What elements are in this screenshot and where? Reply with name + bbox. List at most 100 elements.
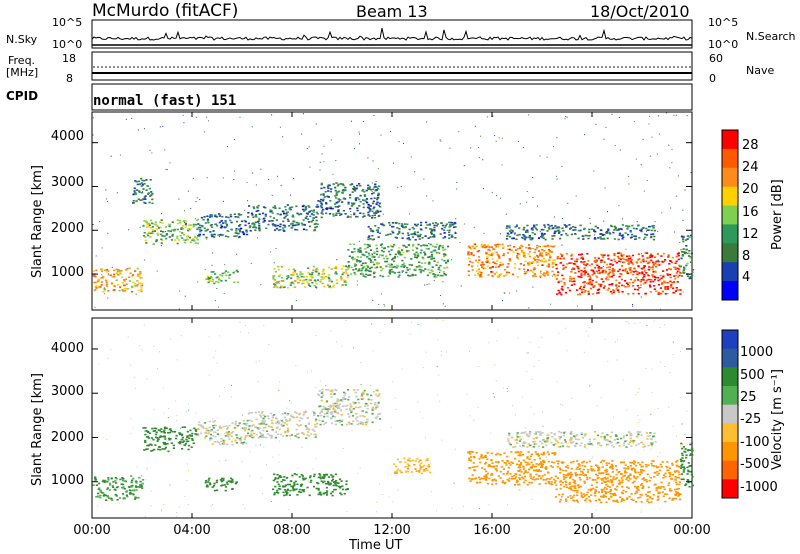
echo-cell xyxy=(649,266,653,269)
echo-cell xyxy=(666,285,669,288)
echo-cell xyxy=(349,207,352,210)
echo-cell xyxy=(652,271,655,273)
echo-cell xyxy=(348,407,351,410)
echo-cell xyxy=(491,271,494,273)
echo-cell xyxy=(258,229,261,232)
echo-cell xyxy=(580,276,583,278)
echo-cell xyxy=(147,222,150,225)
echo-cell xyxy=(173,230,176,232)
echo-cell xyxy=(155,431,158,434)
echo-cell xyxy=(479,274,482,276)
nave-dot xyxy=(273,66,275,68)
noise-cell xyxy=(258,217,260,219)
echo-cell xyxy=(541,465,544,468)
echo-cell xyxy=(473,456,476,459)
echo-cell xyxy=(482,263,485,266)
echo-cell xyxy=(639,431,642,433)
echo-cell xyxy=(488,249,491,252)
nave-dot xyxy=(597,66,599,68)
echo-cell xyxy=(371,407,374,410)
echo-cell xyxy=(646,229,649,231)
noise-cell xyxy=(165,231,167,233)
echo-cell xyxy=(320,212,323,214)
echo-cell xyxy=(359,200,362,203)
echo-cell xyxy=(344,213,347,215)
echo-cell xyxy=(334,423,337,426)
echo-cell xyxy=(362,397,365,400)
nave-dot xyxy=(109,66,111,68)
echo-cell xyxy=(682,269,685,272)
nave-dot xyxy=(541,66,543,68)
echo-cell xyxy=(660,277,663,280)
echo-cell xyxy=(573,436,576,439)
echo-cell xyxy=(411,249,415,251)
echo-cell xyxy=(356,256,359,258)
echo-cell xyxy=(121,289,124,291)
echo-cell xyxy=(376,395,379,397)
echo-cell xyxy=(363,415,366,418)
echo-cell xyxy=(487,248,490,251)
echo-cell xyxy=(209,439,212,441)
echo-cell xyxy=(613,439,616,441)
echo-cell xyxy=(204,480,208,482)
echo-cell xyxy=(366,206,370,209)
echo-cell xyxy=(558,292,561,295)
echo-cell xyxy=(593,469,596,472)
echo-cell xyxy=(331,422,334,425)
echo-cell xyxy=(346,423,349,426)
nave-dot xyxy=(133,66,135,68)
noise-cell xyxy=(323,145,325,147)
echo-cell xyxy=(404,461,407,463)
echo-cell xyxy=(467,254,470,256)
echo-cell xyxy=(305,426,308,429)
echo-cell xyxy=(513,232,516,234)
echo-cell xyxy=(662,477,665,479)
echo-cell xyxy=(184,222,187,225)
echo-cell xyxy=(512,446,515,448)
echo-cell xyxy=(332,215,335,217)
echo-cell xyxy=(530,238,533,241)
nave-dot xyxy=(613,66,615,68)
echo-cell xyxy=(475,245,478,248)
echo-cell xyxy=(114,493,117,496)
echo-cell xyxy=(299,271,302,273)
echo-cell xyxy=(553,232,556,235)
echo-cell xyxy=(222,477,225,480)
echo-cell xyxy=(605,230,609,233)
echo-cell xyxy=(144,202,147,204)
echo-cell xyxy=(507,225,510,228)
echo-cell xyxy=(525,271,528,274)
echo-cell xyxy=(433,257,436,260)
echo-cell xyxy=(632,441,635,443)
echo-cell xyxy=(488,262,491,264)
echo-cell xyxy=(125,269,128,271)
noise-cell xyxy=(495,140,497,142)
echo-cell xyxy=(484,477,487,480)
echo-cell xyxy=(150,437,153,439)
echo-cell xyxy=(121,276,124,279)
echo-cell xyxy=(244,220,247,223)
echo-cell xyxy=(404,223,407,225)
echo-cell xyxy=(106,480,109,483)
echo-cell xyxy=(358,422,361,425)
echo-cell xyxy=(349,196,352,199)
echo-cell xyxy=(648,266,651,268)
echo-cell xyxy=(362,206,365,209)
echo-cell xyxy=(525,246,528,249)
echo-cell xyxy=(642,258,645,261)
echo-cell xyxy=(284,484,287,487)
echo-cell xyxy=(348,255,351,258)
echo-cell xyxy=(492,252,495,254)
echo-cell xyxy=(368,210,371,212)
echo-cell xyxy=(505,274,508,276)
echo-cell xyxy=(374,225,377,227)
echo-cell xyxy=(359,251,362,253)
nave-dot xyxy=(669,66,671,68)
nave-dot xyxy=(617,66,619,68)
echo-cell xyxy=(433,275,436,278)
echo-cell xyxy=(291,206,294,208)
echo-cell xyxy=(296,494,299,496)
echo-cell xyxy=(313,475,316,478)
echo-cell xyxy=(636,430,639,433)
echo-cell xyxy=(690,252,693,255)
